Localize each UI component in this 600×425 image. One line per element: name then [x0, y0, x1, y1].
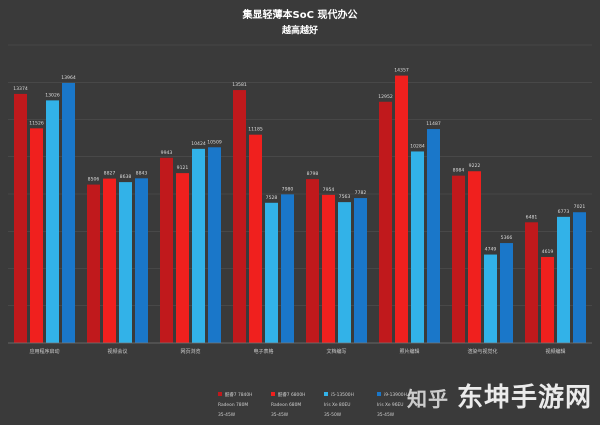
data-label: 7954: [323, 187, 335, 193]
chart-subtitle: 越高越好: [281, 24, 318, 36]
x-tick-label: 视频编辑: [545, 348, 565, 355]
x-axis: 应用程序启动 视频会议 网页浏览 电子表格 文档编写 照片编辑 渲染与视觉化 视频编辑: [8, 342, 592, 355]
legend-label: Radeon 680M: [271, 402, 301, 408]
bar: [30, 128, 43, 343]
bar: [208, 147, 221, 343]
bar: [119, 182, 132, 343]
bar: [395, 75, 408, 343]
legend-label: 35-45W: [218, 412, 236, 418]
bar: [176, 173, 189, 343]
x-tick-label: 文档编写: [326, 348, 346, 355]
legend-label: 35-50W: [324, 412, 342, 418]
bar: [14, 93, 27, 344]
data-label: 8638: [120, 174, 132, 180]
x-tick-label: 网页浏览: [180, 348, 200, 355]
x-tick-label: 照片编辑: [399, 348, 419, 355]
bar: [500, 243, 513, 343]
data-label: 9121: [177, 165, 189, 171]
data-labels: 13374 11526 13026 13964 8506 8827 8638 8843 9943…: [13, 68, 585, 255]
watermark-logo: 东坤手游网: [456, 383, 592, 413]
legend-label: 35-45W: [377, 412, 395, 418]
bar: [192, 148, 205, 343]
bar: [573, 212, 586, 343]
legend-swatch: [324, 392, 328, 396]
data-label: 12952: [378, 94, 393, 100]
data-label: 7980: [282, 186, 294, 192]
data-label: 5366: [501, 235, 513, 241]
data-label: 8843: [136, 170, 148, 176]
bar: [265, 202, 278, 343]
bar: [87, 184, 100, 343]
bar: [379, 101, 392, 343]
chart-title: 集显轻薄本SoC 现代办公: [242, 8, 358, 21]
data-label: 10509: [207, 139, 222, 145]
data-label: 13581: [232, 82, 247, 88]
legend-swatch: [218, 392, 222, 396]
x-tick-label: 视频会议: [107, 348, 127, 355]
bar: [354, 198, 367, 343]
legend-swatch: [377, 392, 381, 396]
bar: [452, 175, 465, 343]
legend-label: 35-45W: [271, 412, 289, 418]
legend-label: 酷睿7 6800H: [278, 391, 305, 398]
data-label: 8506: [88, 177, 100, 183]
bar: [249, 134, 262, 343]
data-label: 7782: [355, 190, 367, 196]
bar: [427, 129, 440, 343]
data-label: 14357: [394, 68, 409, 74]
data-label: 8798: [307, 171, 319, 177]
bar: [411, 151, 424, 343]
data-label: 9222: [469, 163, 481, 169]
bar: [46, 100, 59, 343]
bar: [103, 178, 116, 343]
legend: 酷睿7 7840H Radeon 780M 35-45W 酷睿7 6800H Radeo…: [218, 391, 407, 418]
bar: [322, 194, 335, 343]
legend-label: Iris Xe 96EU: [377, 402, 404, 408]
data-label: 10424: [191, 141, 206, 147]
bar: [468, 171, 481, 343]
bars: [14, 75, 586, 344]
bar: [306, 179, 319, 343]
data-label: 6481: [526, 214, 538, 220]
legend-label: Iris Xe 80EU: [324, 402, 351, 408]
data-label: 7528: [266, 195, 278, 201]
legend-swatch: [271, 392, 275, 396]
bar: [484, 254, 497, 343]
data-label: 10284: [410, 143, 425, 149]
legend-label: Radeon 780M: [218, 402, 248, 408]
bar: [135, 178, 148, 343]
data-label: 8984: [453, 168, 465, 174]
bar: [281, 194, 294, 343]
data-label: 13374: [13, 86, 28, 92]
watermark-tag: 知乎: [406, 387, 449, 411]
bar: [338, 202, 351, 343]
data-label: 7021: [574, 204, 586, 210]
legend-label: i5-13500H: [331, 392, 354, 398]
data-label: 4619: [542, 249, 554, 255]
bar: [233, 90, 246, 343]
data-label: 11526: [29, 120, 44, 126]
data-label: 8827: [104, 171, 116, 177]
data-label: 11487: [426, 121, 441, 127]
x-tick-label: 电子表格: [253, 348, 273, 355]
watermark: 知乎 东坤手游网: [407, 377, 592, 414]
data-label: 7563: [339, 194, 351, 200]
bar: [541, 256, 554, 343]
data-label: 6773: [558, 209, 570, 215]
data-label: 4749: [485, 247, 497, 253]
data-label: 13964: [61, 75, 76, 81]
x-tick-label: 渲染与视觉化: [467, 348, 497, 355]
bar: [160, 157, 173, 343]
data-label: 9943: [161, 150, 173, 156]
bar: [557, 216, 570, 343]
bar: [62, 82, 75, 343]
data-label: 13026: [45, 92, 60, 98]
data-label: 11185: [248, 127, 263, 133]
legend-label: 酷睿7 7840H: [225, 391, 252, 398]
legend-label: i9-13900H: [384, 392, 407, 398]
bar: [525, 222, 538, 343]
x-tick-label: 应用程序启动: [29, 348, 59, 355]
